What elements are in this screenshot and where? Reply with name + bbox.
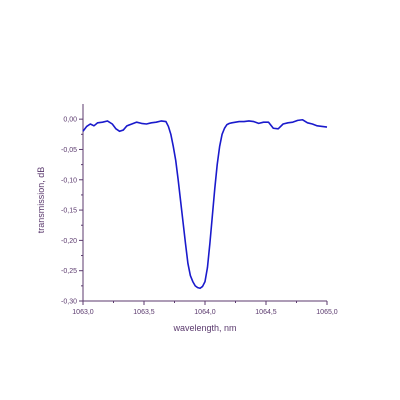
- y-axis-title: transmission, dB: [36, 167, 46, 234]
- x-tick-label: 1063,0: [72, 309, 94, 316]
- transmission-series-line: [82, 118, 328, 290]
- x-tick-label: 1063,5: [133, 309, 155, 316]
- y-tick-label: -0,10: [61, 177, 77, 184]
- x-tick-label: 1064,0: [194, 309, 216, 316]
- x-axis-title: wavelength, nm: [172, 323, 236, 333]
- y-tick-label: -0,25: [61, 268, 77, 275]
- y-tick-label: 0,00: [63, 117, 77, 124]
- y-tick-label: -0,15: [61, 208, 77, 215]
- x-tick-label: 1064,5: [255, 309, 277, 316]
- y-tick-label: -0,20: [61, 238, 77, 245]
- x-tick-label: 1065,0: [316, 309, 338, 316]
- plot-area: 1063,0 1063,5 1064,0 1064,5 1065,0 0,00 -0,05 -…: [61, 104, 338, 316]
- y-tick-label: -0,05: [61, 147, 77, 154]
- y-tick-label: -0,30: [61, 299, 77, 306]
